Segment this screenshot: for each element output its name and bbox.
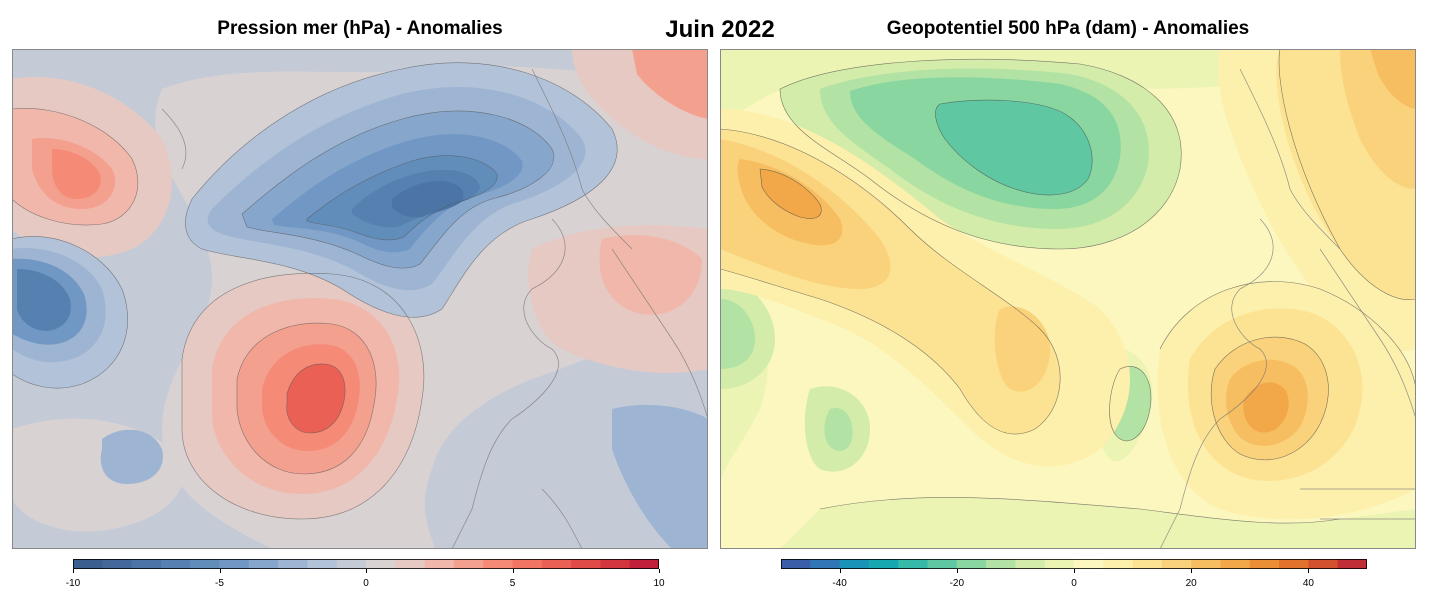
- geopotential-colorbar-tick: [1191, 569, 1193, 573]
- geopotential-colorbar-segment: [1249, 559, 1280, 569]
- coastlines: [1159, 68, 1416, 549]
- pressure-colorbar-segment: [629, 559, 659, 569]
- pressure-colorbar-tick-label: 10: [653, 578, 665, 589]
- pressure-colorbar-tick: [659, 569, 660, 573]
- contour-lines: [720, 49, 1416, 524]
- pressure-colorbar-segment: [366, 559, 396, 569]
- geopotential-colorbar-segment: [1161, 559, 1192, 569]
- pressure-colorbar-segment: [102, 559, 133, 569]
- pressure-colorbar-segment: [483, 559, 513, 569]
- geopotential-colorbar-segment: [839, 559, 870, 569]
- pressure-colorbar-tick-label: -5: [215, 578, 224, 589]
- geopotential-colorbar-tick-label: 0: [1071, 578, 1077, 589]
- pressure-colorbar-segment: [278, 559, 308, 569]
- geopotential-colorbar-segment: [1191, 559, 1221, 569]
- pressure-colorbar-segment: [73, 559, 103, 569]
- pressure-colorbar-segment: [219, 559, 250, 569]
- pressure-anomaly-map: [12, 49, 708, 549]
- geopotential-colorbar: [781, 559, 1367, 569]
- geopotential-colorbar-tick-label: 40: [1302, 578, 1314, 589]
- pressure-colorbar-segment: [395, 559, 426, 569]
- pressure-colorbar-tick: [366, 569, 367, 573]
- pressure-colorbar-tick-label: -10: [65, 578, 81, 589]
- pressure-colorbar-segment: [453, 559, 484, 569]
- geopotential-colorbar-segment: [1279, 559, 1309, 569]
- geopotential-colorbar-segment: [1044, 559, 1075, 569]
- pressure-colorbar-tick: [512, 569, 514, 573]
- geopotential-colorbar-tick-label: 20: [1185, 578, 1197, 589]
- geopotential-anomaly-map: [720, 49, 1416, 549]
- geopotential-colorbar-segment: [956, 559, 987, 569]
- geopotential-colorbar-tick-label: -40: [832, 578, 847, 589]
- pressure-colorbar-segment: [190, 559, 220, 569]
- pressure-colorbar-segment: [131, 559, 162, 569]
- right-map-title: Geopotentiel 500 hPa (dam) - Anomalies: [886, 18, 1250, 39]
- pressure-colorbar-segment: [571, 559, 601, 569]
- pressure-colorbar-border: [73, 559, 659, 569]
- geopotential-colorbar-tick: [839, 569, 841, 573]
- geopotential-colorbar-tick: [1074, 569, 1075, 573]
- geopotential-colorbar-segment: [781, 559, 811, 569]
- pressure-colorbar-tick: [219, 569, 221, 573]
- geopotential-colorbar-segment: [986, 559, 1016, 569]
- pressure-colorbar-segment: [336, 559, 367, 569]
- coastlines: [161, 68, 708, 549]
- pressure-colorbar-segment: [424, 559, 455, 569]
- geopotential-colorbar-segment: [1015, 559, 1046, 569]
- geopotential-colorbar-tick: [956, 569, 958, 573]
- geopotential-colorbar-tick-label: -20: [949, 578, 965, 589]
- pressure-colorbar: [73, 559, 659, 569]
- geopotential-colorbar-segment: [927, 559, 958, 569]
- geopotential-colorbar-segment: [810, 559, 841, 569]
- geopotential-colorbar-segment: [1337, 559, 1367, 569]
- geopotential-colorbar-segment: [1132, 559, 1163, 569]
- geopotential-colorbar-tick: [1308, 569, 1310, 573]
- pressure-colorbar-segment: [160, 559, 191, 569]
- pressure-colorbar-segment: [600, 559, 631, 569]
- pressure-colorbar-segment: [307, 559, 338, 569]
- left-map-title: Pression mer (hPa) - Anomalies: [217, 18, 503, 39]
- contour-lines: [12, 62, 618, 520]
- pressure-colorbar-segment: [541, 559, 572, 569]
- pressure-colorbar-tick-label: 0: [363, 578, 369, 589]
- geopotential-colorbar-segment: [1308, 559, 1339, 569]
- geopotential-colorbar-segment: [898, 559, 928, 569]
- pressure-colorbar-tick-label: 5: [509, 578, 516, 589]
- geopotential-colorbar-segment: [1220, 559, 1251, 569]
- geopotential-colorbar-segment: [868, 559, 899, 569]
- geopotential-colorbar-border: [781, 559, 1367, 569]
- pressure-colorbar-tick: [73, 569, 74, 573]
- geopotential-colorbar-segment: [1103, 559, 1134, 569]
- pressure-colorbar-segment: [248, 559, 279, 569]
- geopotential-colorbar-segment: [1074, 559, 1104, 569]
- main-title: Juin 2022: [665, 16, 775, 43]
- pressure-colorbar-segment: [512, 559, 543, 569]
